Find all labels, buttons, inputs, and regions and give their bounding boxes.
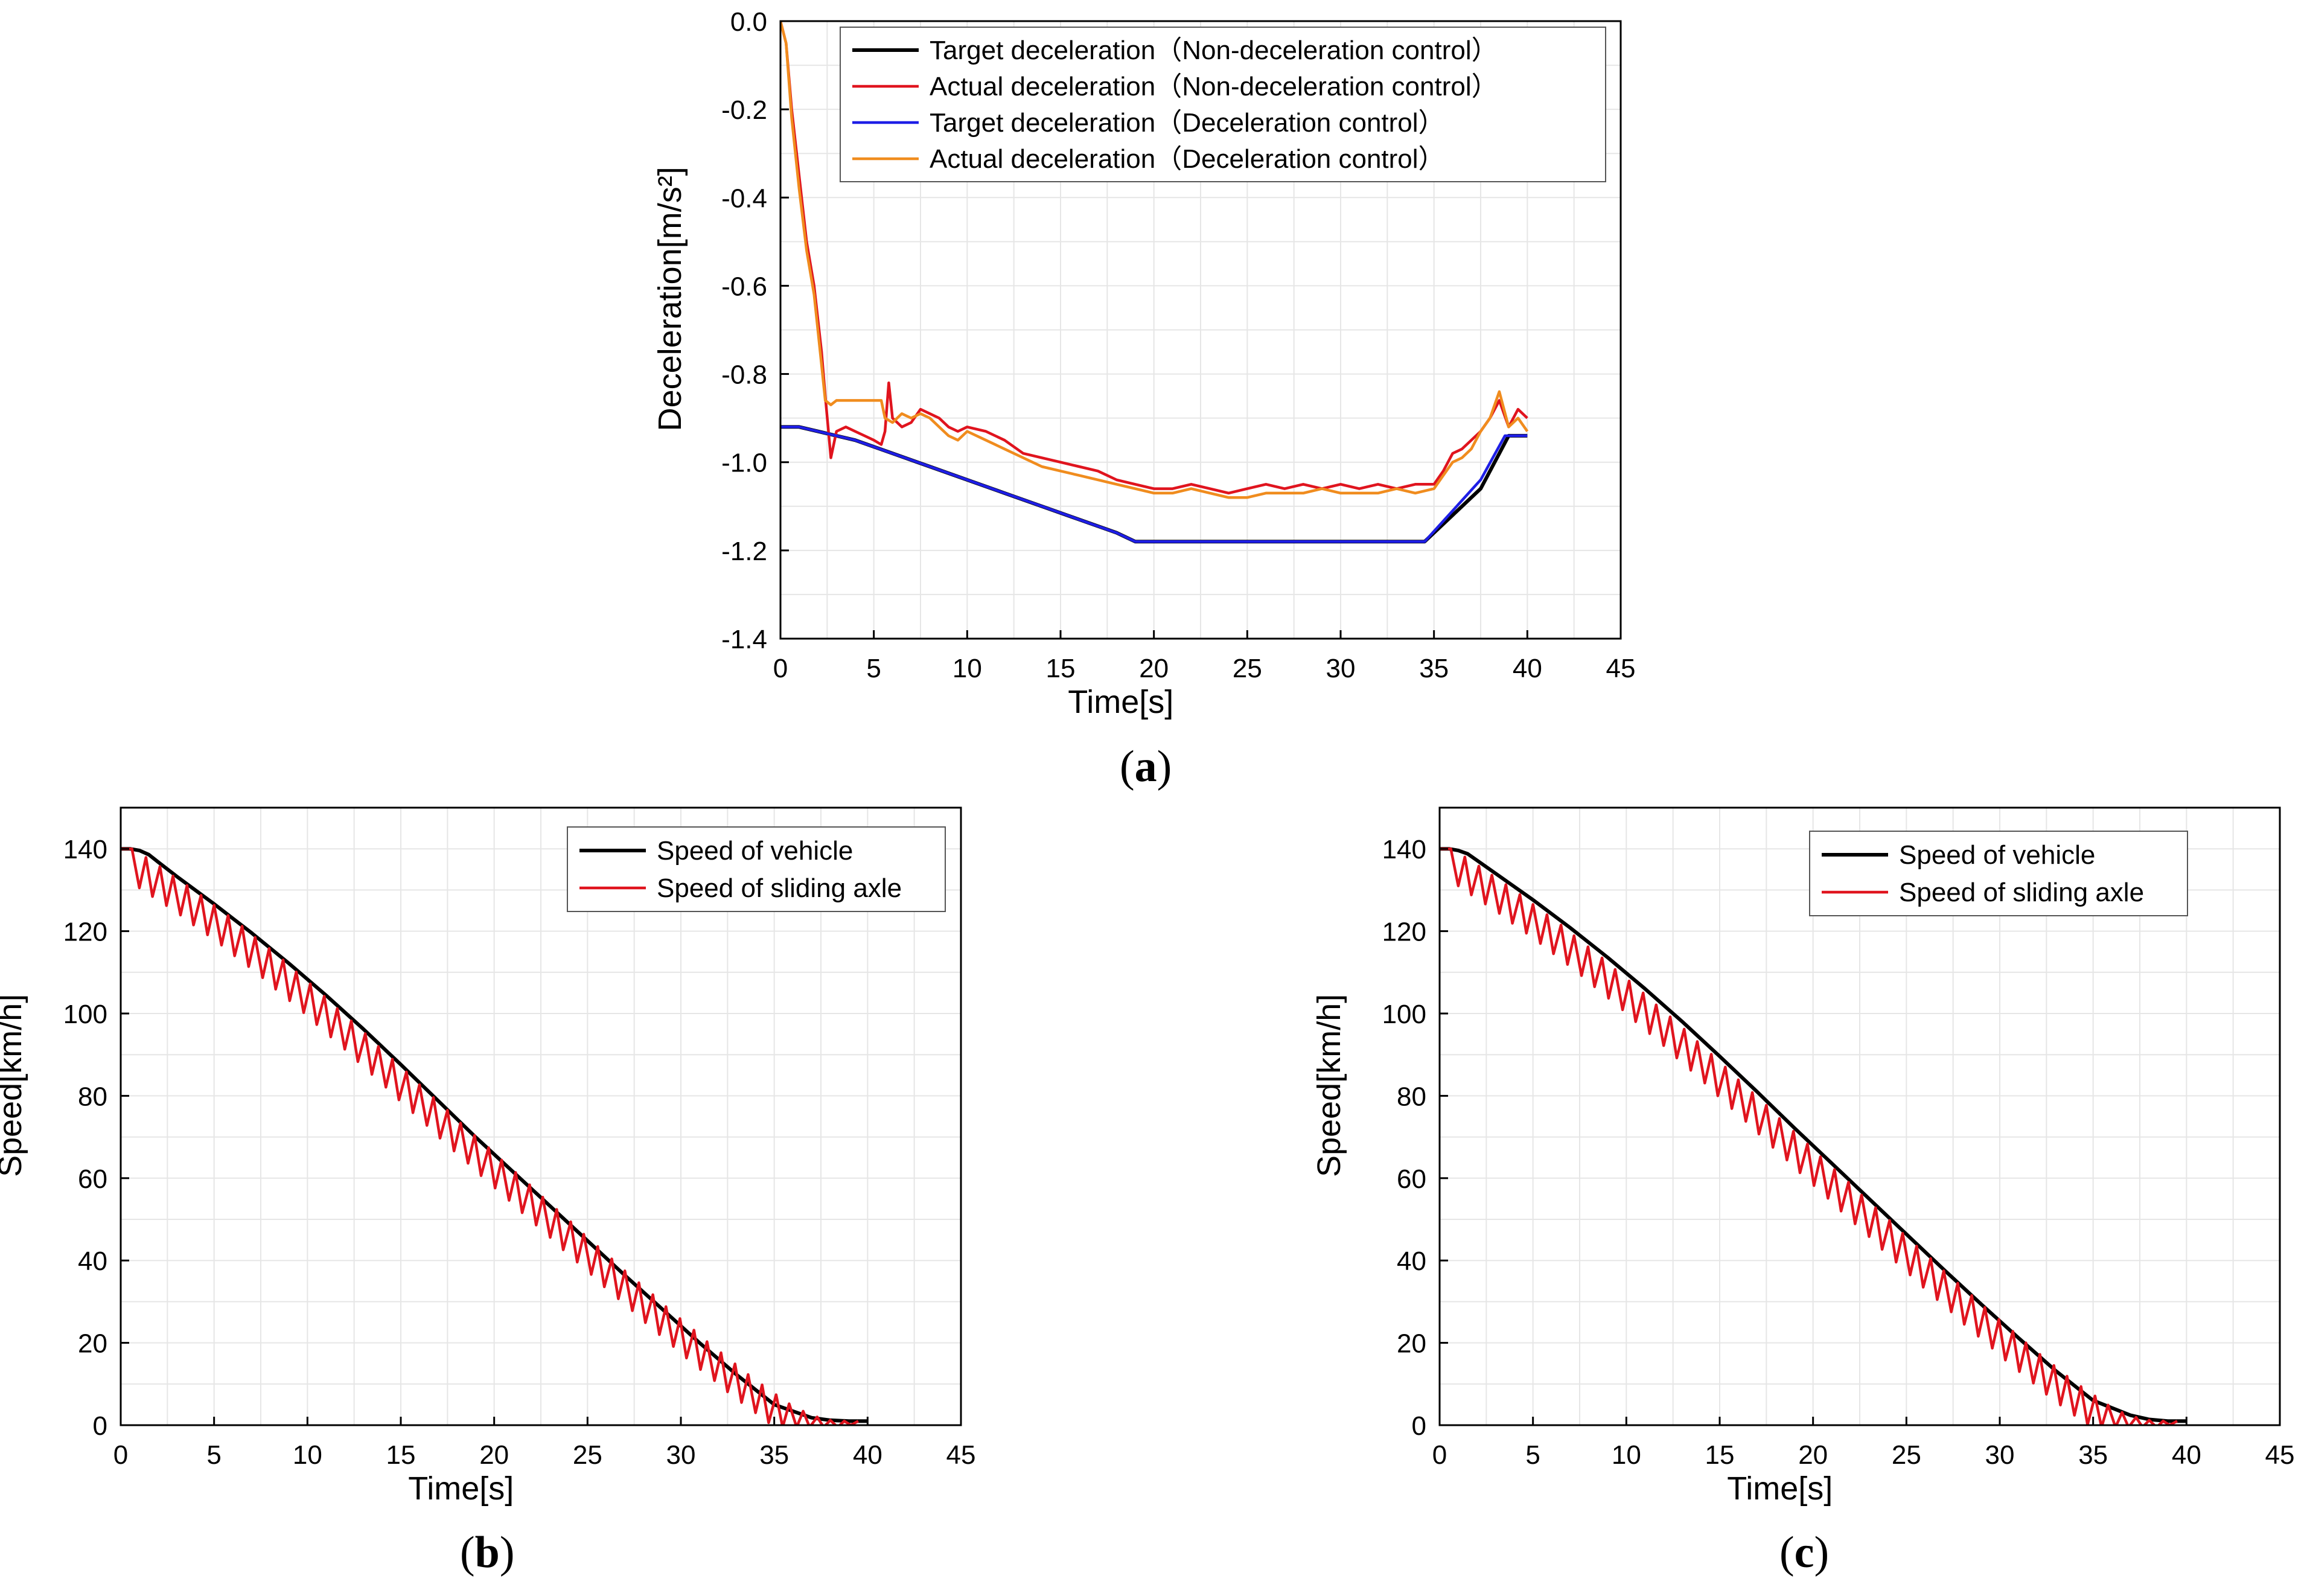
y-tick-label: 80 [1397, 1082, 1426, 1111]
x-tick-label: 0 [1432, 1440, 1447, 1470]
x-tick-label: 5 [866, 654, 881, 683]
x-axis-title: Time[s] [408, 1470, 514, 1507]
x-axis-title: Time[s] [1727, 1470, 1833, 1507]
y-tick-label: 40 [78, 1246, 107, 1276]
legend: Target deceleration（Non-deceleration con… [840, 27, 1606, 182]
y-tick-label: 120 [1382, 918, 1426, 947]
y-axis-title: Speed[km/h] [1311, 994, 1347, 1177]
x-tick-label: 30 [1985, 1440, 2015, 1470]
y-tick-label: 120 [63, 918, 107, 947]
x-tick-label: 40 [2172, 1440, 2201, 1470]
panel-c-speed-chart: 0 5 10 15 20 25 30 35 40 45 0 20 40 60 80 100 120 140 Time… [1311, 806, 2295, 1507]
y-tick-label: 20 [1397, 1329, 1426, 1359]
x-tick-label: 35 [1419, 654, 1449, 683]
y-tick-label: 100 [63, 1000, 107, 1029]
x-axis-title: Time[s] [1068, 684, 1173, 720]
legend-entry-label: Actual deceleration（Non-deceleration con… [930, 72, 1498, 101]
x-tick-label: 45 [1606, 654, 1636, 683]
panel-label-c: (c) [1779, 1528, 1830, 1577]
y-tick-label: -0.2 [721, 95, 767, 125]
series-line-2 [1440, 847, 2178, 1425]
series-line-2 [121, 847, 859, 1425]
x-tick-label: 15 [1705, 1440, 1735, 1470]
y-tick-label: -1.0 [721, 448, 767, 478]
legend-box [840, 27, 1606, 182]
y-tick-label: 0 [1412, 1411, 1426, 1441]
y-axis-title: Speed[km/h] [0, 994, 28, 1177]
legend-box [567, 826, 946, 912]
x-tick-label: 5 [206, 1440, 221, 1470]
panel-a-deceleration-chart: 0 5 10 15 20 25 30 35 40 45 0.0 -0.2 -0.4 -0.6 -0.8 -1.… [652, 7, 1635, 720]
x-tick-label: 5 [1525, 1440, 1540, 1470]
legend-entry-label: Target deceleration（Deceleration control… [930, 108, 1445, 138]
x-tick-label: 20 [1139, 654, 1169, 683]
y-tick-label: -0.6 [721, 272, 767, 301]
series-line-1 [121, 847, 868, 1423]
series-line-1 [1440, 847, 2187, 1423]
x-tick-label: 45 [946, 1440, 976, 1470]
x-tick-label: 10 [952, 654, 982, 683]
series-group [1440, 847, 2187, 1425]
y-tick-label: 80 [78, 1082, 107, 1111]
legend-entry-label: Speed of vehicle [1899, 840, 2095, 870]
x-tick-label: 20 [1798, 1440, 1828, 1470]
x-tick-label: 35 [2078, 1440, 2108, 1470]
y-tick-label: 140 [1382, 835, 1426, 864]
x-tick-label: 40 [853, 1440, 882, 1470]
legend: Speed of vehicle Speed of sliding axle [1809, 831, 2188, 916]
x-tick-label: 20 [479, 1440, 509, 1470]
x-tick-label: 15 [386, 1440, 416, 1470]
y-tick-label: -0.4 [721, 184, 767, 213]
x-tick-label: 35 [759, 1440, 789, 1470]
y-axis-title: Deceleration[m/s²] [652, 167, 688, 431]
y-tick-label: 20 [78, 1329, 107, 1359]
x-tick-label: 30 [1326, 654, 1356, 683]
legend-entry-label: Target deceleration（Non-deceleration con… [930, 36, 1498, 65]
y-tick-label: -1.2 [721, 537, 767, 566]
x-tick-label: 10 [293, 1440, 322, 1470]
x-tick-label: 25 [1892, 1440, 1921, 1470]
series-line-4 [780, 21, 1529, 499]
series-line-3 [780, 426, 1528, 543]
panel-label-a: (a) [1120, 742, 1172, 791]
x-tick-label: 0 [773, 654, 788, 683]
x-tick-label: 15 [1046, 654, 1076, 683]
x-tick-label: 25 [573, 1440, 602, 1470]
series-group [121, 847, 868, 1425]
y-tick-label: 100 [1382, 1000, 1426, 1029]
x-tick-label: 25 [1233, 654, 1262, 683]
series-group [780, 21, 1529, 544]
panel-label-b: (b) [460, 1528, 515, 1577]
legend-entry-label: Speed of vehicle [657, 836, 853, 866]
y-tick-label: 60 [78, 1164, 107, 1194]
series-line-2 [780, 21, 1528, 495]
y-tick-label: 40 [1397, 1246, 1426, 1276]
x-tick-label: 0 [113, 1440, 128, 1470]
y-tick-label: 60 [1397, 1164, 1426, 1194]
y-tick-label: 0.0 [730, 7, 767, 37]
plot-frame [120, 806, 962, 1426]
x-tick-label: 30 [666, 1440, 696, 1470]
y-tick-label: 0 [93, 1411, 107, 1441]
x-tick-label: 40 [1513, 654, 1542, 683]
plot-frame [779, 20, 1622, 640]
legend-entry-label: Actual deceleration（Deceleration control… [930, 144, 1445, 174]
plot-frame [1438, 806, 2281, 1426]
legend: Speed of vehicle Speed of sliding axle [567, 826, 946, 912]
x-tick-label: 45 [2265, 1440, 2295, 1470]
y-tick-label: 140 [63, 835, 107, 864]
x-tick-label: 10 [1612, 1440, 1641, 1470]
legend-entry-label: Speed of sliding axle [1899, 878, 2144, 907]
legend-box [1809, 831, 2188, 916]
panel-b-speed-chart: 0 5 10 15 20 25 30 35 40 45 0 20 40 60 80 100 120 140 Time… [0, 806, 976, 1507]
legend-entry-label: Speed of sliding axle [657, 873, 902, 903]
y-tick-label: -1.4 [721, 625, 767, 654]
y-tick-label: -0.8 [721, 360, 767, 390]
